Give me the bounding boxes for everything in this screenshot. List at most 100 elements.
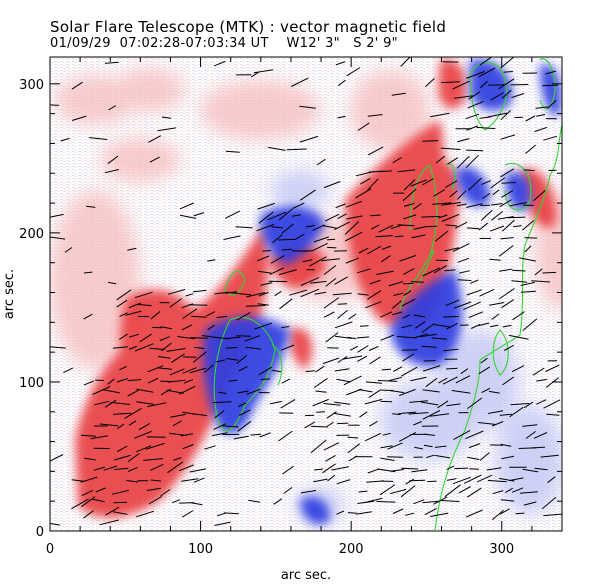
field-vector	[391, 92, 406, 96]
field-vector	[445, 367, 458, 370]
field-vector	[258, 366, 273, 376]
field-vector	[250, 71, 259, 78]
field-vector	[404, 512, 415, 516]
field-vector	[410, 376, 427, 382]
field-vector	[332, 292, 352, 296]
field-vector	[83, 510, 94, 519]
field-vector	[536, 114, 546, 117]
field-vector	[125, 310, 142, 316]
field-vector	[314, 468, 324, 471]
field-vector	[299, 105, 316, 109]
field-vector	[458, 270, 470, 274]
field-vector	[421, 322, 435, 334]
field-vector	[490, 211, 504, 221]
field-vector	[260, 282, 273, 286]
field-vector	[466, 289, 482, 296]
field-vector	[191, 413, 208, 417]
field-vector	[92, 498, 105, 503]
field-vector	[389, 390, 405, 394]
field-vector	[127, 389, 140, 397]
field-vector	[486, 467, 502, 471]
magnetogram-image	[50, 57, 562, 531]
field-vector	[490, 177, 506, 189]
field-vector	[389, 488, 407, 495]
field-vector	[513, 225, 522, 228]
field-vector	[262, 250, 271, 252]
field-vector	[136, 401, 154, 405]
field-vector	[324, 213, 340, 222]
field-vector	[380, 334, 395, 341]
field-vector	[179, 202, 194, 210]
field-vector	[490, 92, 505, 101]
field-vector	[107, 378, 115, 385]
field-vector	[300, 277, 320, 286]
field-vector	[323, 181, 341, 189]
field-vector	[367, 178, 379, 191]
field-vector	[408, 412, 429, 415]
field-vector	[409, 400, 428, 403]
field-vector	[364, 432, 382, 442]
field-vector	[434, 445, 447, 448]
field-vector	[135, 343, 154, 352]
field-vector	[531, 446, 546, 449]
field-vector	[491, 313, 500, 320]
y-tick-label: 100	[19, 376, 44, 391]
field-vector	[401, 467, 419, 470]
field-vector	[80, 476, 98, 483]
field-vector	[355, 188, 372, 199]
field-vector	[169, 368, 185, 376]
field-vector	[534, 126, 548, 132]
field-vector	[304, 421, 315, 429]
field-vector	[480, 209, 493, 221]
field-vector	[358, 247, 369, 254]
field-vector	[116, 299, 128, 308]
field-vector	[491, 509, 505, 521]
field-vector	[397, 169, 416, 173]
field-vector	[356, 511, 372, 515]
field-vector	[180, 214, 197, 219]
field-vector	[160, 388, 171, 396]
field-vector	[481, 387, 491, 394]
field-vector	[117, 423, 125, 430]
field-vector	[167, 379, 186, 383]
field-vector	[491, 203, 503, 206]
field-vector	[50, 104, 59, 106]
field-vector	[334, 276, 348, 285]
field-vector	[182, 308, 198, 319]
field-vector	[294, 233, 305, 240]
field-vector	[325, 454, 336, 462]
field-vector	[191, 502, 203, 506]
field-vector	[467, 397, 483, 410]
field-vector	[366, 480, 384, 483]
field-vector	[128, 420, 137, 426]
field-vector	[272, 234, 283, 244]
field-vector	[322, 225, 337, 229]
field-vector	[402, 353, 415, 362]
field-vector	[413, 333, 429, 339]
field-vector	[430, 112, 450, 118]
field-vector	[93, 466, 105, 471]
y-axis-label: arc sec.	[2, 269, 17, 319]
field-vector	[433, 496, 448, 505]
field-vector	[489, 258, 501, 261]
field-vector	[380, 445, 393, 449]
field-vector	[259, 432, 271, 438]
field-vector	[363, 497, 383, 504]
field-vector	[281, 223, 294, 234]
field-vector	[444, 247, 460, 252]
field-vector	[281, 378, 291, 384]
field-vector	[207, 259, 216, 262]
field-vector	[533, 190, 546, 201]
field-vector	[501, 219, 515, 232]
field-vector	[467, 100, 484, 109]
field-vector	[535, 106, 548, 109]
field-vector	[454, 95, 474, 99]
field-vector	[410, 281, 424, 283]
field-vector	[237, 420, 252, 432]
field-vector	[524, 245, 532, 253]
y-tick-label: 0	[36, 525, 44, 540]
field-vector	[214, 410, 225, 419]
field-vector	[433, 189, 446, 197]
field-vector	[399, 388, 416, 397]
field-vector	[103, 465, 118, 471]
